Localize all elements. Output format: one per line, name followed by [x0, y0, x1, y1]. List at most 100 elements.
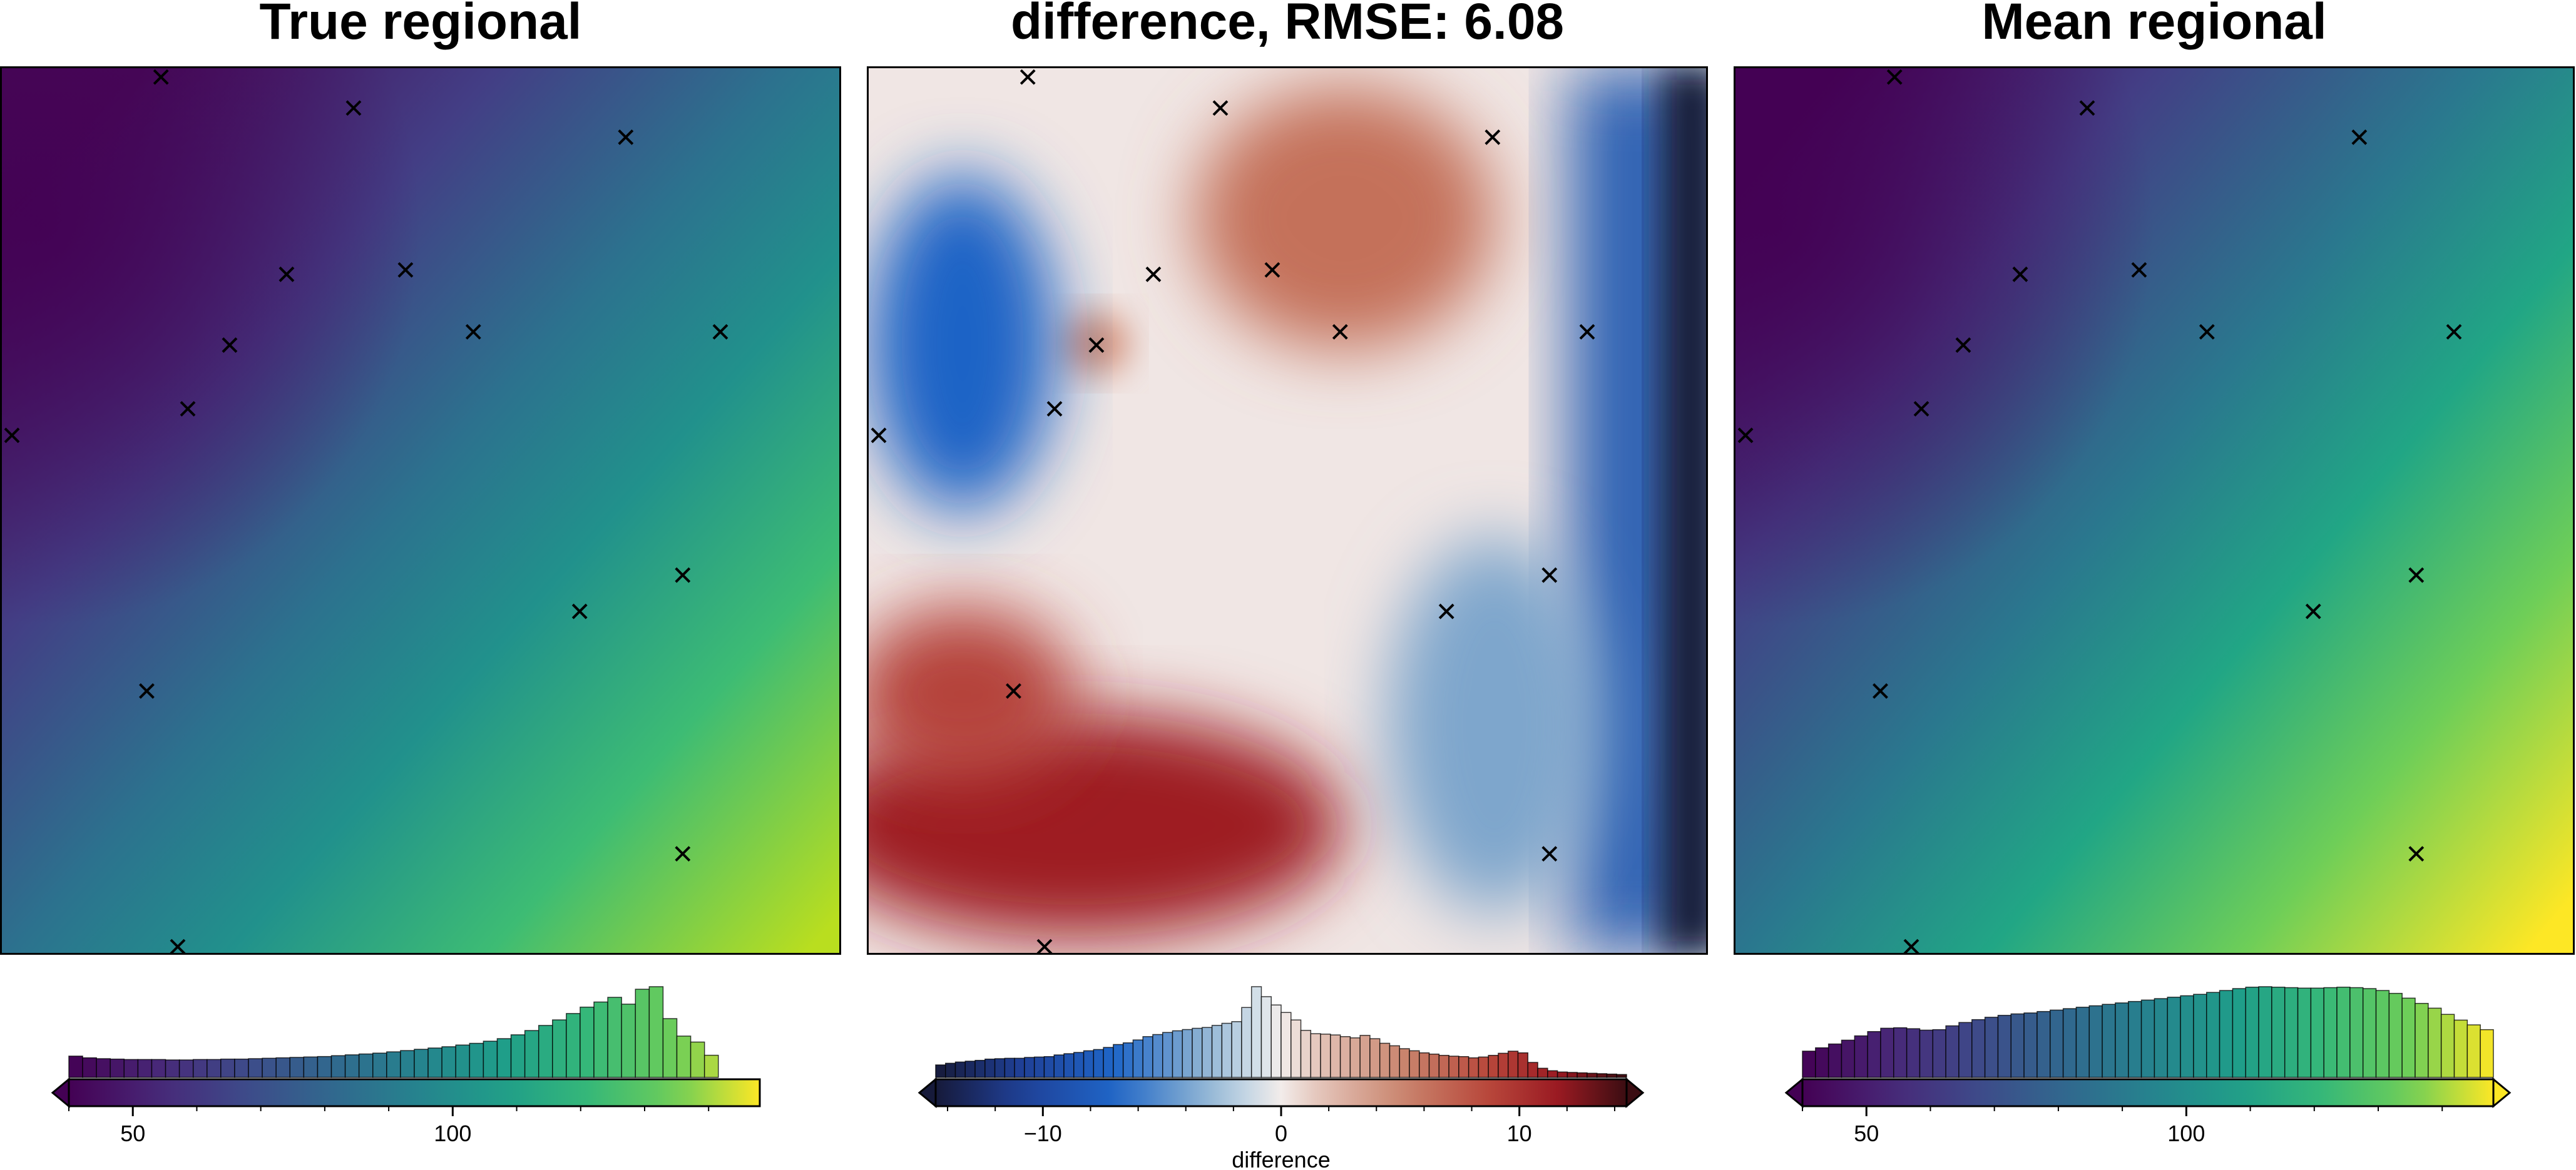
- histogram-bar: [1192, 1027, 1203, 1078]
- histogram-bar: [1577, 1072, 1588, 1078]
- observation-point: [1541, 567, 1558, 583]
- histogram-bar: [2297, 987, 2312, 1078]
- observation-point: [2131, 262, 2147, 278]
- histogram-bar: [1330, 1034, 1341, 1078]
- histogram-bar: [607, 997, 622, 1078]
- histogram-bar: [330, 1055, 346, 1078]
- histogram-bar: [984, 1058, 996, 1078]
- histogram-bar: [123, 1059, 139, 1078]
- observation-point: [712, 323, 728, 340]
- observation-point: [1036, 939, 1053, 953]
- observation-point: [1046, 400, 1063, 417]
- true-regional-colorbar: 50 100: [0, 970, 841, 1170]
- observation-point: [1886, 69, 1903, 85]
- observation-point: [139, 683, 155, 699]
- true-regional-panel: True regional 50 100: [0, 0, 841, 1170]
- histogram-bar: [1142, 1036, 1153, 1078]
- histogram-bar: [234, 1058, 249, 1078]
- histogram-bar: [1945, 1025, 1960, 1078]
- histogram-bar: [2010, 1013, 2025, 1078]
- histogram-bar: [1596, 1073, 1608, 1078]
- observation-point: [1006, 683, 1021, 699]
- observation-point: [2305, 603, 2321, 619]
- observation-point: [675, 846, 691, 862]
- difference-map-svg: [869, 68, 1706, 953]
- histogram-bar: [2428, 1007, 2442, 1078]
- histogram-bar: [344, 1054, 360, 1078]
- histogram-bar: [954, 1061, 966, 1078]
- histogram-bar: [1369, 1038, 1381, 1078]
- observation-point: [2012, 267, 2028, 282]
- observation-point: [4, 427, 20, 444]
- histogram-bar: [207, 1059, 222, 1078]
- histogram-bar: [2258, 986, 2272, 1078]
- histogram-bar: [1310, 1033, 1321, 1078]
- histogram-bar: [1202, 1027, 1213, 1078]
- histogram-bar: [538, 1025, 553, 1078]
- histogram-bar: [1033, 1056, 1045, 1078]
- mean-regional-colorbar: 50 100: [1734, 970, 2575, 1170]
- observation-point: [397, 262, 414, 278]
- histogram-bar: [1152, 1034, 1163, 1078]
- histogram-bar: [2140, 999, 2155, 1078]
- histogram-bar: [303, 1056, 319, 1078]
- observation-point: [2079, 100, 2095, 116]
- observation-point: [2408, 846, 2425, 862]
- histogram-bar: [566, 1013, 581, 1078]
- histogram-bar: [1527, 1062, 1538, 1078]
- colorbar-tick-label: 100: [2167, 1121, 2205, 1146]
- colorbar-tick-label: 50: [1854, 1121, 1879, 1146]
- histogram-bar: [2323, 987, 2338, 1078]
- observation-point: [2408, 567, 2425, 583]
- histogram-bar: [1906, 1028, 1921, 1078]
- histogram-bar: [510, 1034, 526, 1078]
- histogram-bar: [1606, 1073, 1617, 1078]
- observation-point: [1579, 323, 1595, 340]
- histogram-bar: [974, 1059, 986, 1078]
- histogram-bar: [2375, 990, 2390, 1078]
- true-regional-colorbar-svg: 50 100: [51, 986, 761, 1146]
- histogram-bar: [1320, 1034, 1331, 1078]
- observation-point: [1264, 262, 1280, 278]
- histogram-bar: [2128, 1000, 2142, 1078]
- observation-point: [1485, 129, 1501, 145]
- histogram-bar: [1211, 1025, 1223, 1078]
- histogram-bar: [2245, 987, 2259, 1078]
- histogram-bar: [275, 1057, 291, 1078]
- histogram-bar: [1004, 1057, 1015, 1078]
- observation-point: [1873, 683, 1888, 699]
- histogram-bar: [2336, 987, 2351, 1078]
- observation-point: [180, 400, 196, 417]
- histogram-bar: [2193, 994, 2207, 1078]
- colorbar-extend-low: [917, 1077, 937, 1109]
- histogram-bar: [1547, 1070, 1558, 1078]
- histogram-bar: [552, 1019, 567, 1078]
- histogram-bar: [1478, 1056, 1489, 1078]
- histogram-bar: [2075, 1007, 2090, 1078]
- colorbar-ramp: [68, 1078, 761, 1107]
- histogram-bar: [192, 1059, 208, 1078]
- histogram-bar: [1971, 1019, 1986, 1078]
- colorbar-ramp: [934, 1078, 1628, 1107]
- panel-title-mean-regional: Mean regional: [1981, 0, 2327, 50]
- histogram-bar: [1399, 1048, 1410, 1078]
- observation-point: [170, 939, 186, 953]
- histogram-bar: [1093, 1049, 1104, 1078]
- colorbar-tick-label: 50: [120, 1121, 145, 1146]
- histogram-bar: [1537, 1067, 1548, 1078]
- histogram-bar: [2453, 1019, 2468, 1078]
- observation-point: [2199, 323, 2215, 340]
- observation-point: [1088, 337, 1105, 353]
- histogram-bar: [1854, 1035, 1868, 1078]
- histogram-bar: [469, 1042, 484, 1078]
- histogram-bar: [676, 1035, 692, 1078]
- histogram-bar: [2154, 998, 2168, 1078]
- histogram-bar: [289, 1057, 305, 1078]
- true-regional-map: [0, 66, 841, 955]
- histogram-bar: [386, 1051, 401, 1078]
- histogram-bar: [2167, 997, 2181, 1078]
- histogram-bar: [1587, 1072, 1598, 1078]
- histogram-bar: [1024, 1057, 1035, 1078]
- histogram-bar: [2284, 987, 2299, 1078]
- colorbar-tick-label: −10: [1024, 1121, 1062, 1146]
